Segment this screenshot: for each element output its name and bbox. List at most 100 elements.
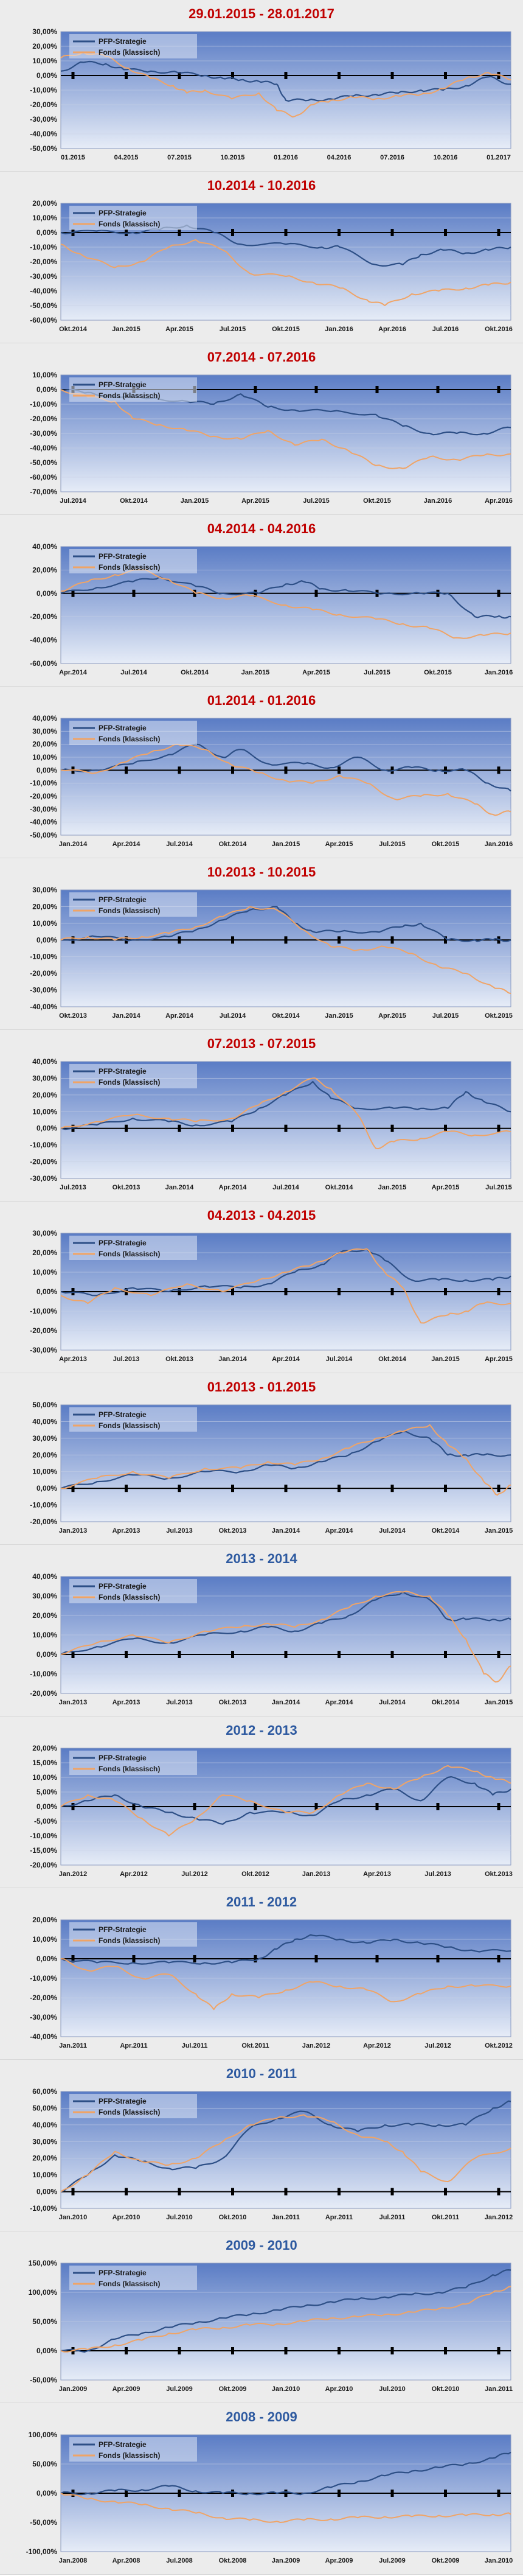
x-tick-label: Jul.2014 — [272, 1184, 299, 1191]
zero-line-marker — [178, 229, 181, 236]
y-tick-label: -10,00% — [30, 1141, 57, 1149]
y-tick-label: 0,00% — [36, 2188, 57, 2196]
zero-line-marker — [436, 1803, 440, 1810]
y-tick-label: -10,00% — [30, 953, 57, 961]
legend-label-strategy: PFP-Strategie — [99, 895, 147, 904]
legend-label-fund: Fonds (klassisch) — [99, 1936, 160, 1945]
series-line-strategy — [60, 60, 511, 102]
y-tick-label: 100,00% — [29, 2431, 58, 2439]
series-line-fund — [60, 51, 511, 118]
legend-label-fund: Fonds (klassisch) — [99, 563, 160, 572]
series-line-strategy — [60, 1430, 511, 1489]
y-tick-label: 15,00% — [32, 1759, 57, 1767]
y-tick-label: -30,00% — [30, 2013, 57, 2021]
x-tick-label: Jul.2015 — [220, 326, 246, 333]
series-line-fund — [60, 1958, 511, 2011]
x-tick-label: Jan.2014 — [272, 1699, 300, 1706]
zero-line-marker — [497, 2188, 500, 2196]
y-tick-label: 30,00% — [32, 1434, 57, 1443]
chart-title: 2013 - 2014 — [226, 1551, 297, 1566]
x-tick-label: Apr.2013 — [113, 1699, 140, 1706]
line-chart: 150,00% 100,00% 50,00% 0,00% -50,00%Jan.2009… — [29, 2259, 513, 2393]
zero-line-marker — [284, 72, 288, 79]
line-chart: 40,00% 30,00% 20,00% 10,00% 0,00% -10,00% -20,… — [30, 1572, 513, 1706]
zero-line-marker — [497, 2490, 500, 2497]
x-tick-label: Apr.2009 — [325, 2557, 353, 2564]
legend-label-fund: Fonds (klassisch) — [99, 1078, 160, 1087]
x-tick-label: Jul.2013 — [166, 1527, 192, 1535]
zero-line-marker — [390, 1651, 394, 1658]
y-tick-label: -100,00% — [26, 2547, 58, 2556]
x-tick-label: Jul.2013 — [166, 1699, 192, 1706]
y-tick-label: 30,00% — [32, 27, 57, 36]
legend-label-strategy: PFP-Strategie — [99, 1754, 147, 1762]
chart-title: 04.2013 - 04.2015 — [207, 1208, 316, 1223]
zero-line-marker — [284, 936, 288, 944]
x-tick-label: Apr.2015 — [325, 841, 353, 848]
zero-line-marker — [284, 229, 288, 236]
y-tick-label: 50,00% — [32, 1401, 57, 1409]
x-tick-label: Jul.2008 — [166, 2557, 192, 2564]
zero-line-marker — [178, 2347, 181, 2354]
zero-line-marker — [338, 1485, 341, 1493]
zero-line-marker — [338, 2490, 341, 2497]
zero-line-marker — [178, 936, 181, 944]
y-tick-label: 10,00% — [32, 57, 57, 65]
zero-line-marker — [390, 2347, 394, 2354]
zero-line-marker — [390, 2490, 394, 2497]
x-tick-label: Jan.2010 — [59, 2214, 87, 2221]
series-line-strategy — [60, 743, 511, 792]
x-tick-label: Apr.2015 — [241, 497, 269, 505]
x-tick-label: Jul.2014 — [220, 1012, 246, 1020]
y-tick-label: -20,00% — [30, 1689, 57, 1698]
x-tick-label: Apr.2016 — [378, 326, 406, 333]
y-tick-label: -30,00% — [30, 429, 57, 438]
zero-line-marker — [444, 1485, 447, 1493]
x-tick-label: 01.2017 — [487, 154, 511, 161]
zero-line-marker — [193, 589, 196, 597]
x-tick-label: Jul.2014 — [379, 1699, 406, 1706]
chart-title: 10.2014 - 10.2016 — [207, 178, 316, 193]
y-tick-label: -10,00% — [30, 1307, 57, 1315]
x-tick-label: Okt.2014 — [59, 326, 88, 333]
x-tick-label: Jan.2013 — [59, 1699, 87, 1706]
legend-label-strategy: PFP-Strategie — [99, 1067, 147, 1076]
x-tick-label: Okt.2015 — [432, 841, 460, 848]
x-tick-label: Apr.2013 — [363, 1871, 391, 1878]
chart-panel: 2009 - 2010 150,00% 100,00% 50,00% 0,00% -50,… — [0, 2231, 523, 2403]
zero-line-marker — [231, 72, 234, 79]
series-line-fund — [60, 2493, 511, 2523]
x-tick-label: Jan.2015 — [181, 497, 209, 505]
line-chart: 10,00% 0,00% -10,00% -20,00% -30,00% -40,00% -… — [30, 371, 513, 505]
legend — [69, 1064, 197, 1088]
x-tick-label: Jul.2016 — [432, 326, 459, 333]
y-tick-label: 50,00% — [32, 2460, 57, 2468]
zero-line-marker — [338, 1124, 341, 1132]
x-tick-label: Jul.2011 — [379, 2214, 406, 2221]
chart-panel: 07.2013 - 07.2015 40,00% 30,00% 20,00% 10,00… — [0, 1030, 523, 1202]
chart-panel: 07.2014 - 07.2016 10,00% 0,00% -10,00% -20,0… — [0, 343, 523, 515]
legend — [69, 1922, 197, 1947]
x-tick-label: Jan.2016 — [485, 841, 513, 848]
zero-line-marker — [231, 1124, 234, 1132]
zero-line-marker — [125, 1485, 128, 1493]
zero-line-marker — [338, 1651, 341, 1658]
y-tick-label: -50,00% — [30, 2376, 57, 2384]
zero-line-marker — [314, 1803, 318, 1810]
x-tick-label: Jan.2013 — [302, 1871, 330, 1878]
y-tick-label: -20,00% — [30, 100, 57, 109]
y-tick-label: -30,00% — [30, 986, 57, 995]
series-line-fund — [60, 743, 511, 816]
x-tick-label: Okt.2015 — [363, 497, 391, 505]
zero-line-marker — [254, 1955, 257, 1962]
x-tick-label: Apr.2014 — [165, 1012, 194, 1020]
series-line-fund — [60, 389, 511, 469]
zero-line-marker — [444, 2490, 447, 2497]
y-tick-label: -10,00% — [30, 1670, 57, 1678]
x-tick-label: Apr.2014 — [59, 669, 88, 676]
line-chart: 20,00% 10,00% 0,00% -10,00% -20,00% -30,00% -4… — [30, 1916, 513, 2049]
y-tick-label: -20,00% — [30, 1517, 57, 1526]
zero-line-marker — [284, 1124, 288, 1132]
y-tick-label: 20,00% — [32, 902, 57, 911]
x-tick-label: Apr.2015 — [165, 326, 193, 333]
